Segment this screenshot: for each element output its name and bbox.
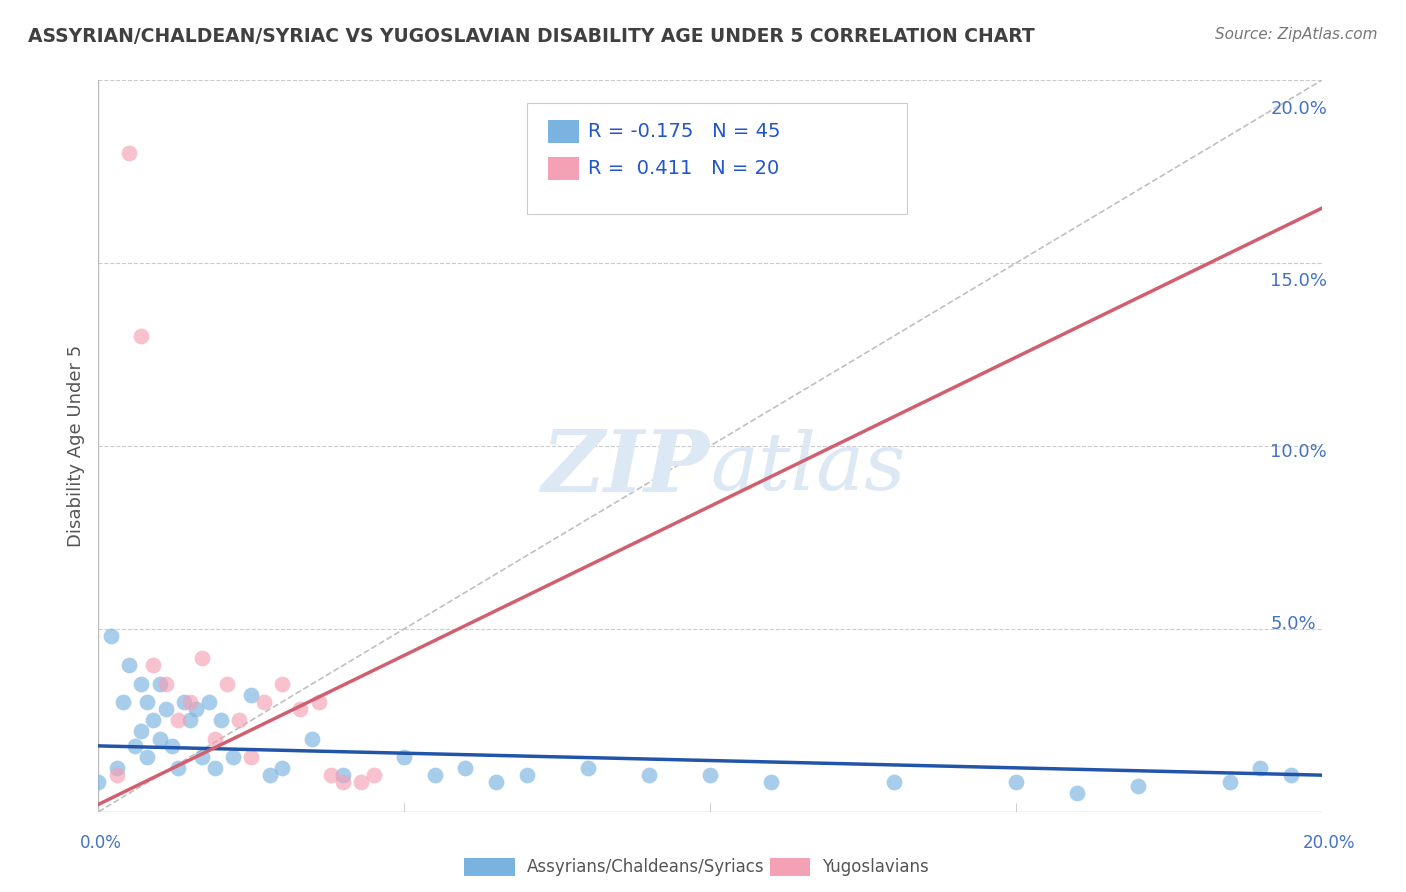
Point: [219, 666, 242, 681]
Point: [202, 340, 225, 354]
Text: Yugoslavians: Yugoslavians: [823, 858, 929, 876]
Text: Assyrians/Chaldeans/Syriacs: Assyrians/Chaldeans/Syriacs: [527, 858, 765, 876]
Point: [257, 642, 280, 657]
Point: [360, 683, 382, 698]
Point: [176, 622, 198, 636]
Point: [409, 753, 432, 767]
Point: [464, 753, 486, 767]
Text: 20.0%: 20.0%: [1302, 834, 1355, 852]
Point: [492, 746, 515, 760]
Point: [191, 649, 214, 664]
Point: [202, 666, 225, 681]
Point: [235, 701, 257, 715]
Point: [225, 666, 247, 681]
Text: Source: ZipAtlas.com: Source: ZipAtlas.com: [1215, 27, 1378, 42]
Point: [1036, 770, 1059, 784]
Point: [191, 169, 214, 183]
Point: [600, 746, 623, 760]
Point: [165, 759, 187, 773]
Point: [1227, 753, 1250, 767]
Text: 0.0%: 0.0%: [80, 834, 122, 852]
Y-axis label: Disability Age Under 5: Disability Age Under 5: [66, 350, 84, 551]
Point: [399, 759, 422, 773]
Point: [546, 753, 568, 767]
Point: [197, 725, 219, 739]
Point: [274, 701, 297, 715]
Point: [235, 746, 257, 760]
Point: [301, 677, 323, 691]
Text: ZIP: ZIP: [553, 429, 721, 513]
Point: [873, 759, 896, 773]
Point: [202, 711, 225, 725]
Point: [214, 701, 236, 715]
Point: [246, 683, 269, 698]
Point: [246, 701, 269, 715]
Point: [225, 690, 247, 705]
Point: [328, 746, 350, 760]
Point: [231, 725, 253, 739]
Point: [519, 759, 541, 773]
Point: [318, 753, 340, 767]
Point: [382, 759, 405, 773]
Point: [1173, 759, 1195, 773]
Point: [186, 683, 209, 698]
Point: [240, 683, 263, 698]
Point: [328, 666, 350, 681]
Point: [263, 683, 285, 698]
Text: atlas: atlas: [721, 433, 915, 510]
Point: [208, 735, 231, 749]
Point: [257, 735, 280, 749]
Point: [181, 753, 204, 767]
Point: [763, 759, 786, 773]
Point: [356, 718, 378, 732]
Text: R = -0.175   N = 45: R = -0.175 N = 45: [588, 121, 780, 141]
Point: [278, 666, 301, 681]
Point: [1199, 746, 1222, 760]
Point: [214, 649, 236, 664]
Point: [981, 759, 1004, 773]
Text: ASSYRIAN/CHALDEAN/SYRIAC VS YUGOSLAVIAN DISABILITY AGE UNDER 5 CORRELATION CHART: ASSYRIAN/CHALDEAN/SYRIAC VS YUGOSLAVIAN …: [28, 27, 1035, 45]
Point: [344, 690, 367, 705]
Point: [371, 753, 394, 767]
Point: [252, 690, 274, 705]
Point: [208, 683, 231, 698]
Point: [1091, 763, 1114, 777]
Point: [437, 735, 460, 749]
Point: [710, 753, 733, 767]
Point: [382, 753, 405, 767]
Point: [312, 683, 335, 698]
Point: [269, 746, 291, 760]
Point: [301, 735, 323, 749]
Point: [290, 701, 312, 715]
Point: [284, 735, 307, 749]
Point: [219, 718, 242, 732]
Point: [655, 753, 678, 767]
Text: R =  0.411   N = 20: R = 0.411 N = 20: [588, 159, 779, 178]
Point: [181, 746, 204, 760]
Point: [269, 718, 291, 732]
